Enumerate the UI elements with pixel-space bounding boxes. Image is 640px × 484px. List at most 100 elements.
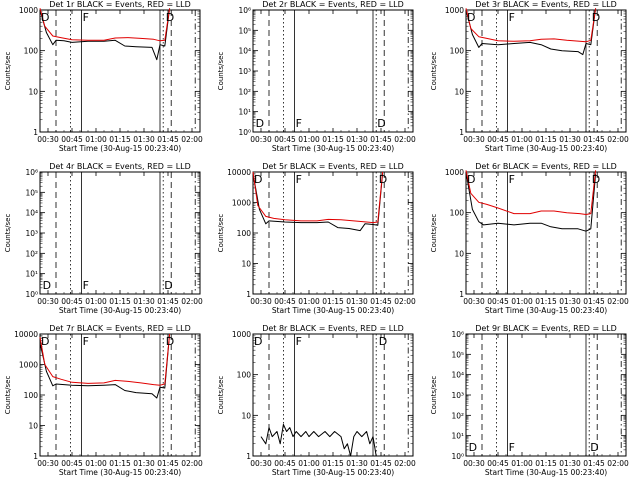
series-line-events (39, 8, 171, 61)
event-marker-label: D (166, 335, 174, 348)
x-tick-label: 02:00 (607, 135, 629, 144)
x-tick-label: 02:00 (181, 135, 203, 144)
x-axis-label: Start Time (30-Aug-15 00:23:40) (59, 306, 181, 315)
y-tick-label: 10¹ (238, 108, 251, 117)
panel-det-2: Det 2r BLACK = Events, RED = LLD 10⁰ 10¹ 10… (217, 0, 416, 153)
event-marker-label: D (164, 279, 172, 292)
y-tick-label: 10² (451, 411, 464, 420)
panel-title: Det 1r BLACK = Events, RED = LLD (49, 0, 191, 9)
y-tick-label: 10⁵ (451, 350, 464, 359)
y-tick-label: 1000 (19, 361, 38, 370)
x-tick-label: 01:30 (559, 297, 581, 306)
x-tick-label: 02:00 (607, 459, 629, 468)
panel-title: Det 4r BLACK = Events, RED = LLD (49, 162, 191, 171)
event-marker-label: D (467, 11, 475, 24)
x-tick-label: 01:30 (133, 135, 155, 144)
y-tick-label: 1 (246, 452, 251, 461)
y-tick-label: 100 (450, 209, 465, 218)
event-marker-label: D (166, 11, 174, 24)
panel-det-4: Det 4r BLACK = Events, RED = LLD 10⁰ 10¹ 10… (4, 162, 203, 315)
panel-title: Det 3r BLACK = Events, RED = LLD (475, 0, 617, 9)
x-axis-label: Start Time (30-Aug-15 00:23:40) (272, 144, 394, 153)
event-marker-label: D (41, 335, 49, 348)
x-tick-label: 00:45 (274, 297, 296, 306)
panel-det-8: Det 8r BLACK = Events, RED = LLD 1 10 100 10… (217, 324, 416, 477)
event-marker-label: D (379, 173, 387, 186)
y-tick-label: 1 (459, 290, 464, 299)
x-tick-label: 01:15 (322, 297, 344, 306)
y-axis-label: Counts/sec (430, 52, 438, 91)
y-tick-label: 10¹ (25, 270, 38, 279)
series-line-lld (39, 333, 171, 386)
y-tick-label: 10 (28, 87, 38, 96)
x-tick-label: 01:00 (298, 135, 320, 144)
x-tick-label: 00:45 (274, 459, 296, 468)
panel-title: Det 8r BLACK = Events, RED = LLD (262, 324, 404, 333)
y-tick-label: 10² (25, 249, 38, 258)
x-tick-label: 02:00 (394, 135, 416, 144)
x-tick-label: 00:45 (487, 297, 509, 306)
y-axis-label: Counts/sec (430, 376, 438, 415)
y-tick-label: 10000 (14, 330, 38, 339)
x-tick-label: 00:30 (463, 135, 485, 144)
y-axis-label: Counts/sec (217, 376, 225, 415)
x-tick-label: 00:30 (37, 297, 59, 306)
series-line-lld (252, 171, 384, 224)
series-line-lld (465, 170, 597, 215)
plot-frame (252, 333, 414, 457)
x-tick-label: 01:15 (322, 135, 344, 144)
x-axis-label: Start Time (30-Aug-15 00:23:40) (59, 468, 181, 477)
y-axis-label: Counts/sec (4, 214, 12, 253)
x-tick-label: 01:15 (109, 459, 131, 468)
event-marker-label: D (379, 335, 387, 348)
y-axis-label: Counts/sec (217, 214, 225, 253)
x-tick-label: 00:30 (37, 459, 59, 468)
event-marker-label: D (467, 173, 475, 186)
x-tick-label: 00:45 (61, 297, 83, 306)
panel-title: Det 7r BLACK = Events, RED = LLD (49, 324, 191, 333)
y-tick-label: 1 (246, 290, 251, 299)
event-marker-label: D (254, 173, 262, 186)
y-tick-label: 10³ (25, 229, 38, 238)
panel-title: Det 2r BLACK = Events, RED = LLD (262, 0, 404, 9)
event-marker-label: D (592, 173, 600, 186)
y-tick-label: 10⁵ (25, 188, 38, 197)
x-tick-label: 01:45 (370, 297, 392, 306)
x-tick-label: 00:45 (61, 135, 83, 144)
x-tick-label: 01:00 (511, 297, 533, 306)
event-marker-label: F (296, 335, 302, 348)
x-tick-label: 01:15 (535, 135, 557, 144)
y-tick-label: 1000 (445, 168, 464, 177)
x-tick-label: 02:00 (394, 459, 416, 468)
y-axis-label: Counts/sec (430, 214, 438, 253)
plot-frame (252, 171, 414, 295)
series-line-events (465, 8, 597, 56)
y-tick-label: 10⁶ (451, 330, 464, 339)
event-marker-label: F (83, 335, 89, 348)
x-tick-label: 01:00 (511, 135, 533, 144)
series-line-events (260, 423, 377, 457)
y-tick-label: 10 (241, 260, 251, 269)
x-tick-label: 01:00 (85, 459, 107, 468)
x-tick-label: 01:30 (133, 459, 155, 468)
x-tick-label: 01:15 (109, 135, 131, 144)
series-line-events (465, 171, 597, 232)
x-tick-label: 01:15 (109, 297, 131, 306)
y-axis-label: Counts/sec (4, 52, 12, 91)
y-tick-label: 1000 (19, 6, 38, 15)
y-tick-label: 100 (24, 47, 39, 56)
y-tick-label: 1 (33, 128, 38, 137)
panel-det-7: Det 7r BLACK = Events, RED = LLD 1 10 100 10… (4, 324, 203, 477)
x-tick-label: 01:30 (346, 459, 368, 468)
x-tick-label: 01:00 (85, 297, 107, 306)
x-tick-label: 01:45 (157, 459, 179, 468)
y-tick-label: 10 (28, 422, 38, 431)
plot-frame (39, 171, 201, 295)
y-tick-label: 100 (450, 47, 465, 56)
y-tick-label: 10³ (238, 67, 251, 76)
panel-det-5: Det 5r BLACK = Events, RED = LLD 1 10 100 10… (217, 162, 416, 315)
x-tick-label: 00:45 (487, 135, 509, 144)
plot-frame (465, 9, 627, 133)
x-tick-label: 02:00 (607, 297, 629, 306)
